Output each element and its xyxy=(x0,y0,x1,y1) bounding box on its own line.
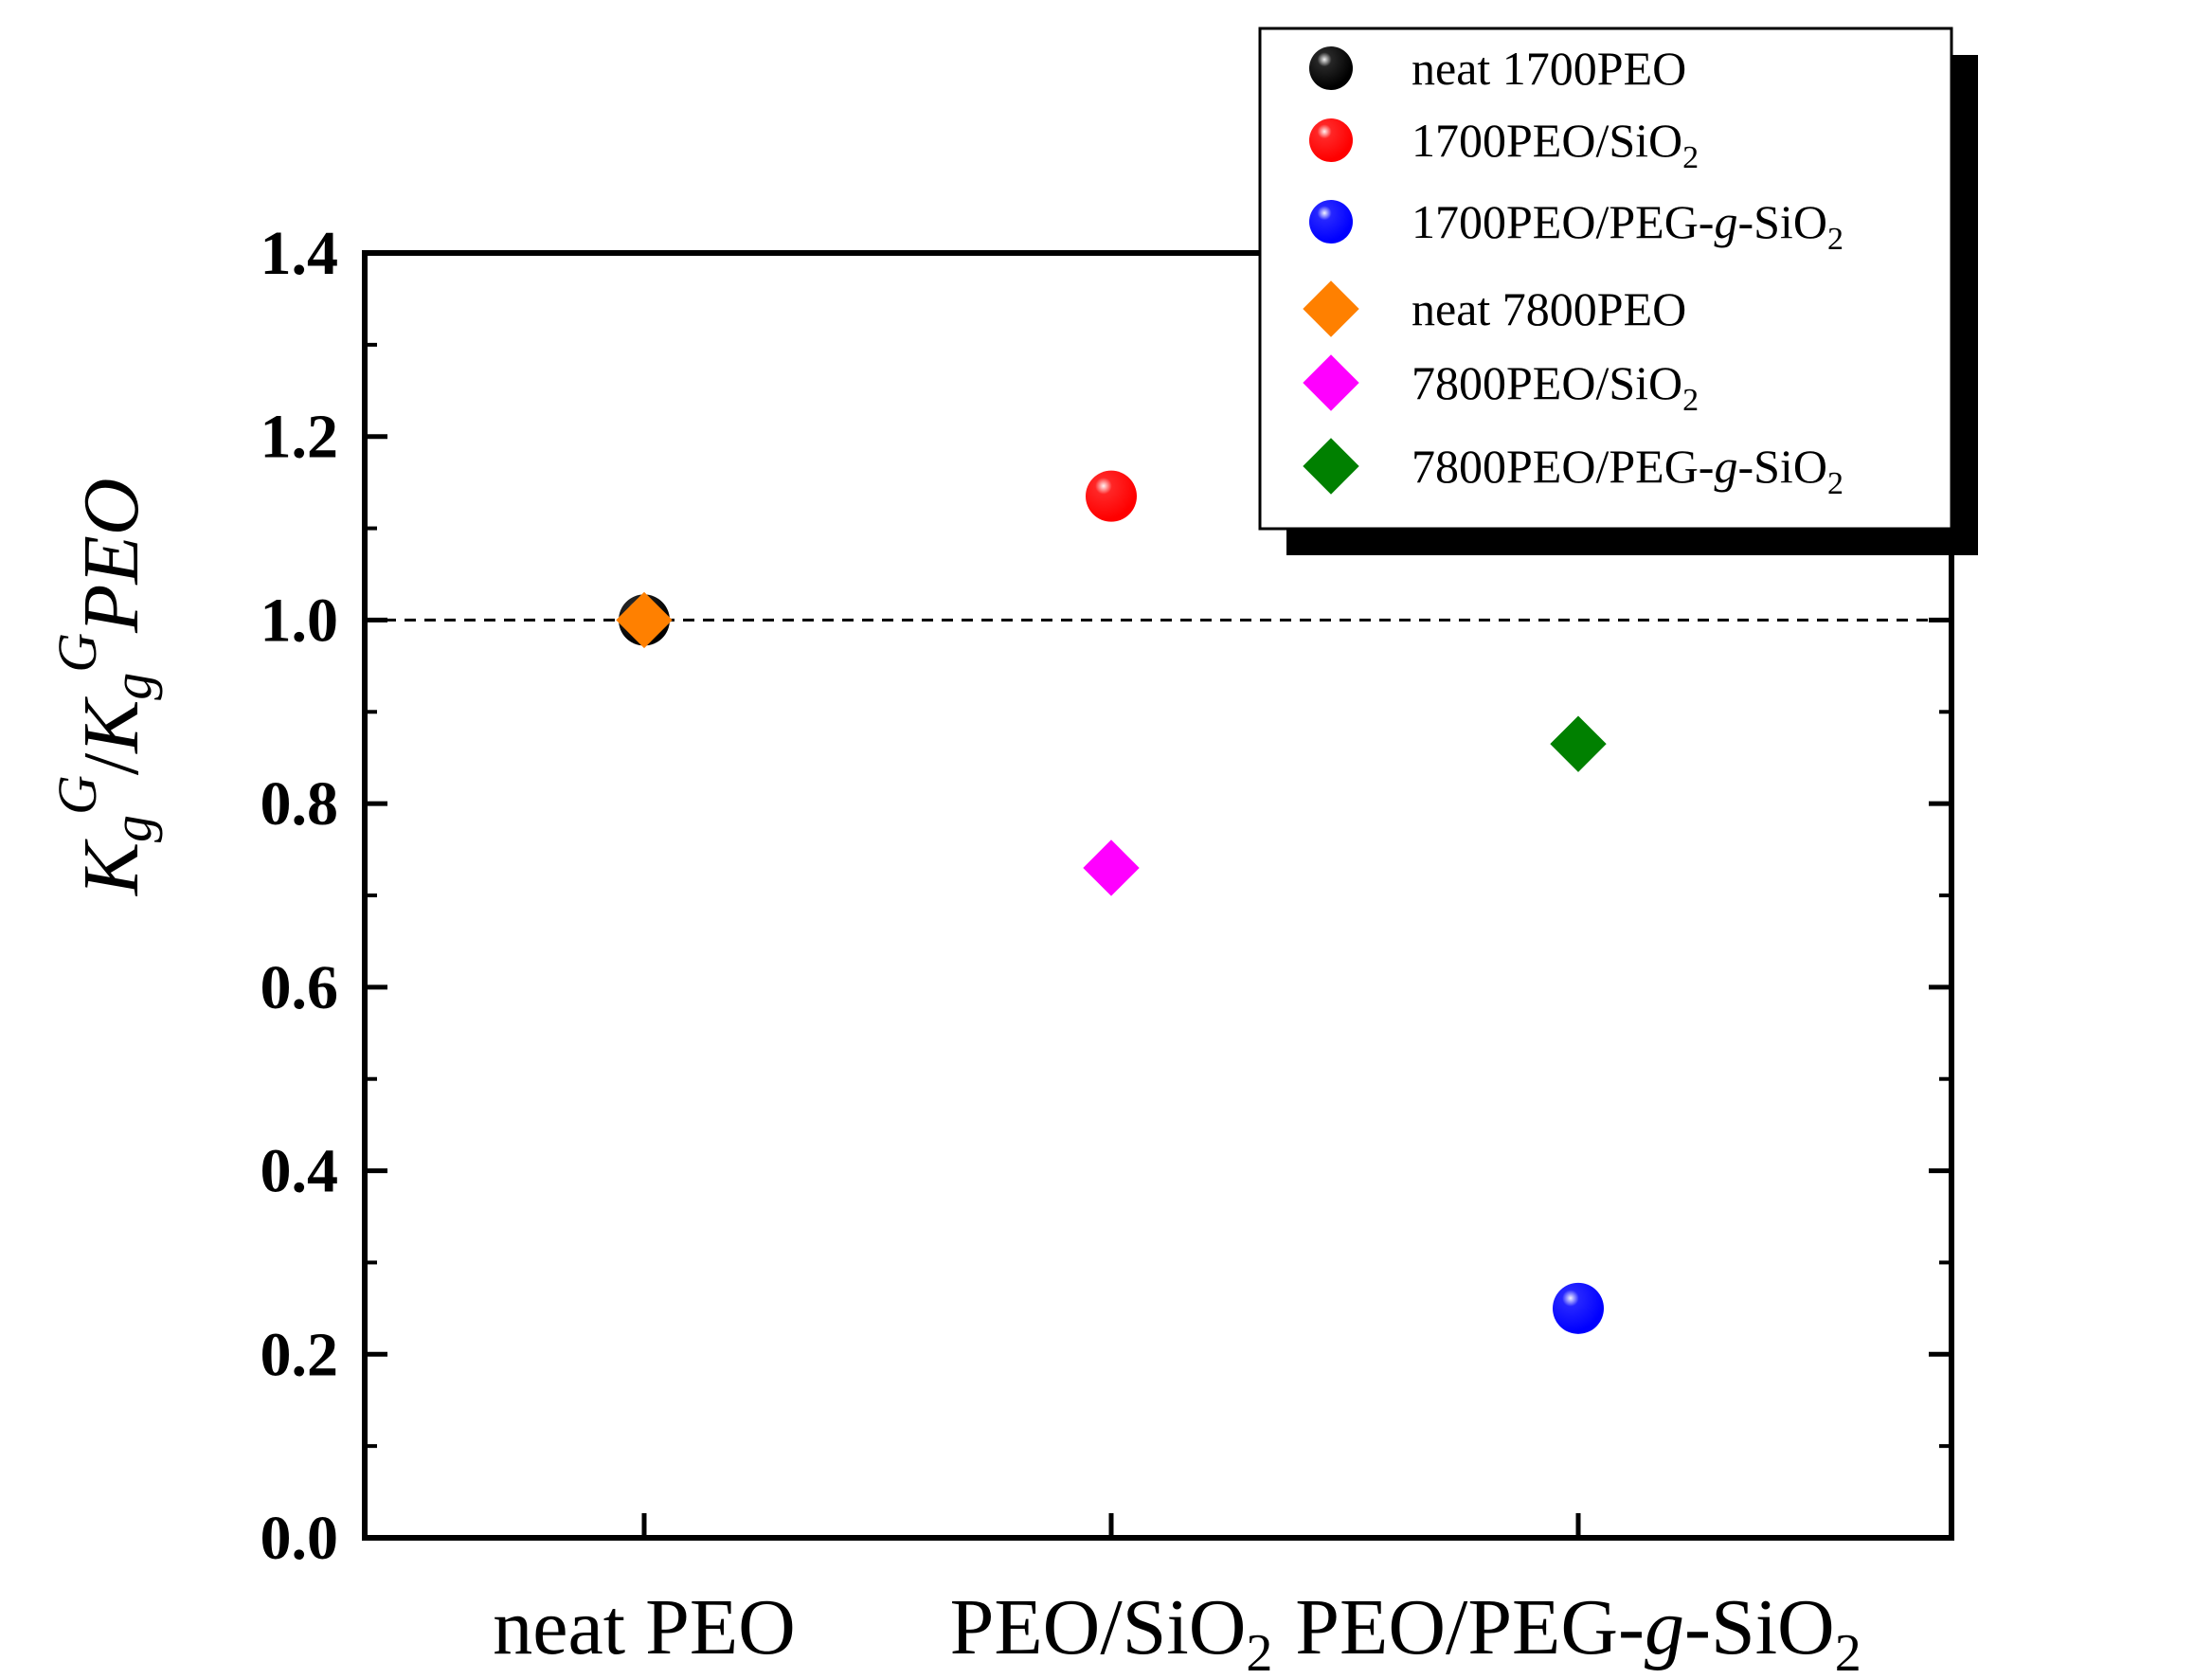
legend-label: 1700PEO/PEG-g-SiO2 xyxy=(1412,195,1843,257)
legend-label: 7800PEO/PEG-g-SiO2 xyxy=(1412,440,1843,501)
legend-box xyxy=(1258,27,1953,531)
y-tick-labels: 0.0 0.2 0.4 0.6 0.8 1.0 1.2 1.4 xyxy=(261,219,339,1573)
y-axis-label: KgG/KgGPEO xyxy=(46,478,163,896)
legend-label: 1700PEO/SiO2 xyxy=(1412,114,1699,175)
y-tick-label: 1.4 xyxy=(261,219,339,288)
legend-label: neat 1700PEO xyxy=(1412,42,1686,95)
legend-label: 7800PEO/SiO2 xyxy=(1412,356,1699,418)
y-tick-label: 1.2 xyxy=(261,403,339,472)
y-tick-label: 1.0 xyxy=(261,586,339,655)
y-tick-label: 0.4 xyxy=(261,1137,339,1206)
category-label: neat PEO xyxy=(493,1583,796,1671)
circle-point xyxy=(1553,1282,1604,1334)
data-points xyxy=(616,470,1607,1334)
legend: neat 1700PEO 1700PEO/SiO2 1700PEO/PEG-g-Si… xyxy=(1258,27,1978,555)
legend-marker xyxy=(1303,438,1359,495)
legend-marker xyxy=(1309,118,1353,162)
y-tick-label: 0.6 xyxy=(261,953,339,1022)
legend-marker xyxy=(1303,354,1359,411)
y-tick-label: 0.0 xyxy=(261,1504,339,1573)
y-tick-label: 0.2 xyxy=(261,1320,339,1389)
category-labels: neat PEO PEO/SiO2 PEO/PEG-g-SiO2 xyxy=(493,1583,1861,1679)
category-label: PEO/PEG-g-SiO2 xyxy=(1295,1583,1861,1679)
legend-marker xyxy=(1309,46,1353,90)
legend-marker xyxy=(1309,200,1353,244)
y-tick-label: 0.8 xyxy=(261,769,339,839)
diamond-point xyxy=(616,591,673,649)
category-label: PEO/SiO2 xyxy=(950,1583,1273,1679)
legend-label: neat 7800PEO xyxy=(1412,282,1686,335)
circle-point xyxy=(1086,470,1137,522)
diamond-point xyxy=(1550,715,1607,772)
axis-ticks xyxy=(365,250,1951,1541)
diamond-point xyxy=(1083,840,1140,896)
legend-marker xyxy=(1303,280,1359,337)
